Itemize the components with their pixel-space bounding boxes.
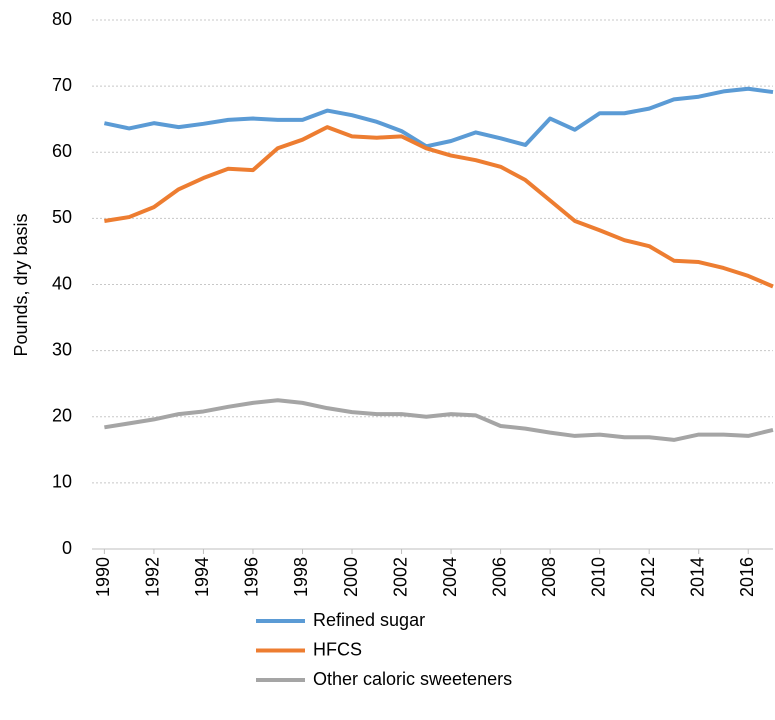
x-tick-label: 1996: [242, 557, 262, 597]
x-tick-label: 2014: [687, 557, 707, 597]
y-tick-label: 80: [52, 9, 72, 29]
x-tick-label: 2004: [440, 557, 460, 597]
y-tick-label: 10: [52, 472, 72, 492]
y-tick-label: 60: [52, 141, 72, 161]
y-tick-label: 70: [52, 75, 72, 95]
x-tick-label: 1992: [143, 557, 163, 597]
legend-label: Other caloric sweeteners: [313, 669, 512, 689]
x-tick-label: 1998: [291, 557, 311, 597]
x-tick-label: 1990: [93, 557, 113, 597]
data-line: [104, 125, 774, 289]
x-tick-label: 2002: [390, 557, 410, 597]
legend-label: Refined sugar: [313, 610, 425, 630]
y-tick-label: 40: [52, 273, 72, 293]
x-tick-label: 2010: [588, 557, 608, 597]
x-tick-label: 2008: [539, 557, 559, 597]
y-tick-label: 30: [52, 339, 72, 359]
x-tick-label: 2006: [489, 557, 509, 597]
x-tick-label: 2016: [737, 557, 757, 597]
y-axis-label: Pounds, dry basis: [11, 213, 31, 356]
legend-label: HFCS: [313, 639, 362, 659]
y-tick-label: 50: [52, 207, 72, 227]
x-tick-label: 1994: [192, 557, 212, 597]
x-tick-label: 2000: [341, 557, 361, 597]
data-line: [103, 86, 774, 149]
y-tick-label: 0: [62, 538, 72, 558]
data-line: [104, 398, 774, 442]
y-tick-label: 20: [52, 406, 72, 426]
x-tick-label: 2012: [638, 557, 658, 597]
